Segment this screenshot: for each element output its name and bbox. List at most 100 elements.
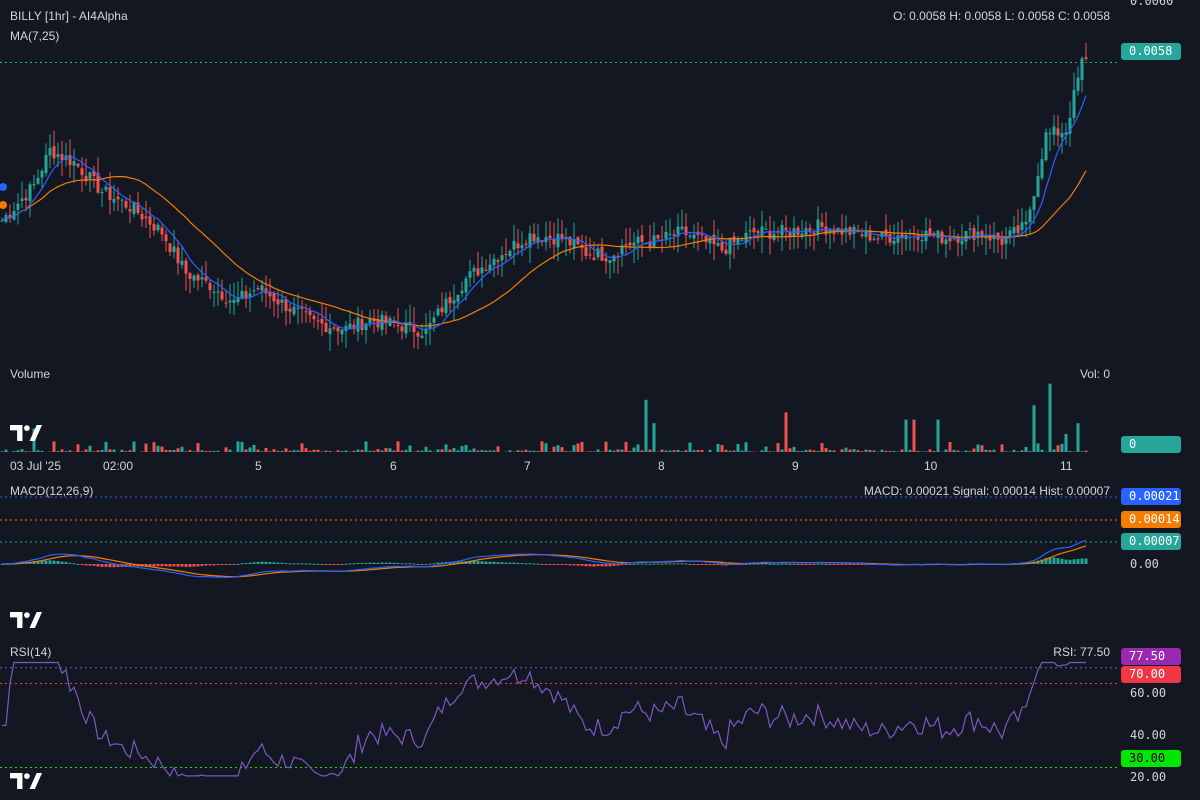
candle-body <box>588 254 592 256</box>
volume-bar <box>76 444 80 452</box>
volume-bar <box>484 450 488 452</box>
volume-bar <box>556 445 560 452</box>
candle-body <box>764 228 768 230</box>
volume-bar <box>1068 450 1072 452</box>
volume-bar <box>540 441 544 452</box>
macd-hist-bar <box>452 561 456 564</box>
volume-bar <box>744 442 748 452</box>
macd-hist-bar <box>60 561 64 564</box>
candle-body <box>944 239 948 245</box>
volume-bar <box>100 449 104 452</box>
macd-hist-bar <box>672 563 676 565</box>
macd-hist-bar <box>816 563 820 565</box>
candle-body <box>748 230 752 232</box>
macd-hist-bar <box>40 561 44 564</box>
candle-body <box>712 234 716 245</box>
macd-hist-bar <box>296 563 300 565</box>
candle-body <box>480 267 484 274</box>
volume-bar <box>620 449 624 452</box>
candle-body <box>568 236 572 246</box>
volume-bar <box>480 450 484 452</box>
volume-bar <box>768 451 772 452</box>
macd-hist-bar <box>1056 558 1060 564</box>
macd-hist-bar <box>664 563 668 565</box>
volume-bar <box>60 449 64 452</box>
candle-body <box>472 268 476 272</box>
macd-hist-bar <box>600 564 604 567</box>
volume-bar <box>108 449 112 452</box>
volume-bar <box>912 419 916 452</box>
candle-body <box>148 216 152 225</box>
macd-hist-bar <box>292 563 296 565</box>
candle-body <box>32 184 36 186</box>
macd-hist-bar <box>560 564 564 565</box>
candle-body <box>604 258 608 262</box>
macd-hist-bar <box>828 564 832 565</box>
macd-hist-bar <box>536 563 540 565</box>
candle-body <box>176 247 180 264</box>
candle-body <box>92 170 96 176</box>
macd-hist-bar <box>588 564 592 567</box>
macd-hist-bar <box>116 564 120 568</box>
candle-body <box>376 318 380 328</box>
macd-hist-bar <box>440 562 444 564</box>
volume-bar <box>1036 443 1040 452</box>
macd-hist-bar <box>152 564 156 567</box>
macd-hist-bar <box>176 564 180 567</box>
macd-hist-bar <box>132 564 136 567</box>
candle-body <box>820 222 824 227</box>
volume-bar <box>344 450 348 452</box>
macd-hist-bar <box>608 564 612 567</box>
volume-bar <box>456 450 460 452</box>
candle-body <box>488 264 492 271</box>
macd-hist-bar <box>628 564 632 565</box>
candle-body <box>312 315 316 320</box>
macd-hist-bar <box>340 564 344 565</box>
macd-hist-bar <box>332 564 336 565</box>
volume-bar <box>972 448 976 452</box>
candle-body <box>940 231 944 244</box>
candle-body <box>500 255 504 261</box>
tradingview-logo-icon <box>10 773 42 789</box>
candle-body <box>560 233 564 239</box>
candle-body <box>784 227 788 230</box>
volume-bar <box>1064 434 1068 452</box>
candle-body <box>320 318 324 324</box>
macd-hist-bar <box>764 563 768 565</box>
macd-hist-bar <box>236 563 240 565</box>
hist-value-tag: 0.00007 <box>1121 533 1181 550</box>
macd-hist-bar <box>1076 558 1080 564</box>
volume-bar <box>924 451 928 452</box>
candle-body <box>24 197 28 201</box>
macd-hist-bar <box>104 564 108 567</box>
candle-body <box>52 146 56 159</box>
volume-bar <box>516 450 520 452</box>
macd-hist-bar <box>348 563 352 565</box>
macd-hist-bar <box>644 563 648 565</box>
volume-bar <box>592 451 596 452</box>
candle-body <box>108 187 112 201</box>
volume-bar <box>880 449 884 452</box>
volume-bar <box>1072 451 1076 452</box>
macd-hist-bar <box>144 564 148 567</box>
macd-hist-bar <box>164 564 168 567</box>
macd-hist-bar <box>1052 557 1056 564</box>
candle-body <box>668 233 672 235</box>
candle-body <box>452 300 456 304</box>
macd-hist-bar <box>720 564 724 566</box>
candle-body <box>200 277 204 280</box>
volume-bar <box>740 450 744 452</box>
volume-bar <box>224 447 228 452</box>
ohlc-readout: O: 0.0058 H: 0.0058 L: 0.0058 C: 0.0058 <box>893 9 1110 23</box>
volume-bar <box>860 451 864 452</box>
volume-bar <box>560 447 564 452</box>
macd-hist-bar <box>28 562 32 564</box>
volume-bar <box>636 444 640 452</box>
volume-bar <box>476 450 480 452</box>
volume-bar <box>340 451 344 452</box>
candle-body <box>356 317 360 332</box>
volume-bar <box>112 449 116 452</box>
volume-bar <box>172 450 176 452</box>
candle-body <box>592 257 596 260</box>
